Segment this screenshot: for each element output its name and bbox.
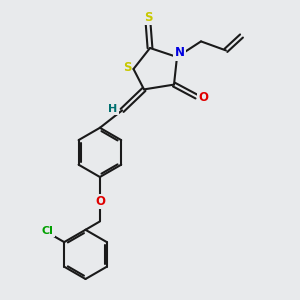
Text: S: S	[144, 11, 153, 24]
Text: Cl: Cl	[42, 226, 53, 236]
Text: S: S	[123, 61, 131, 74]
Text: O: O	[95, 195, 106, 208]
Text: N: N	[174, 46, 184, 59]
Text: O: O	[198, 91, 208, 104]
Text: H: H	[109, 104, 118, 114]
